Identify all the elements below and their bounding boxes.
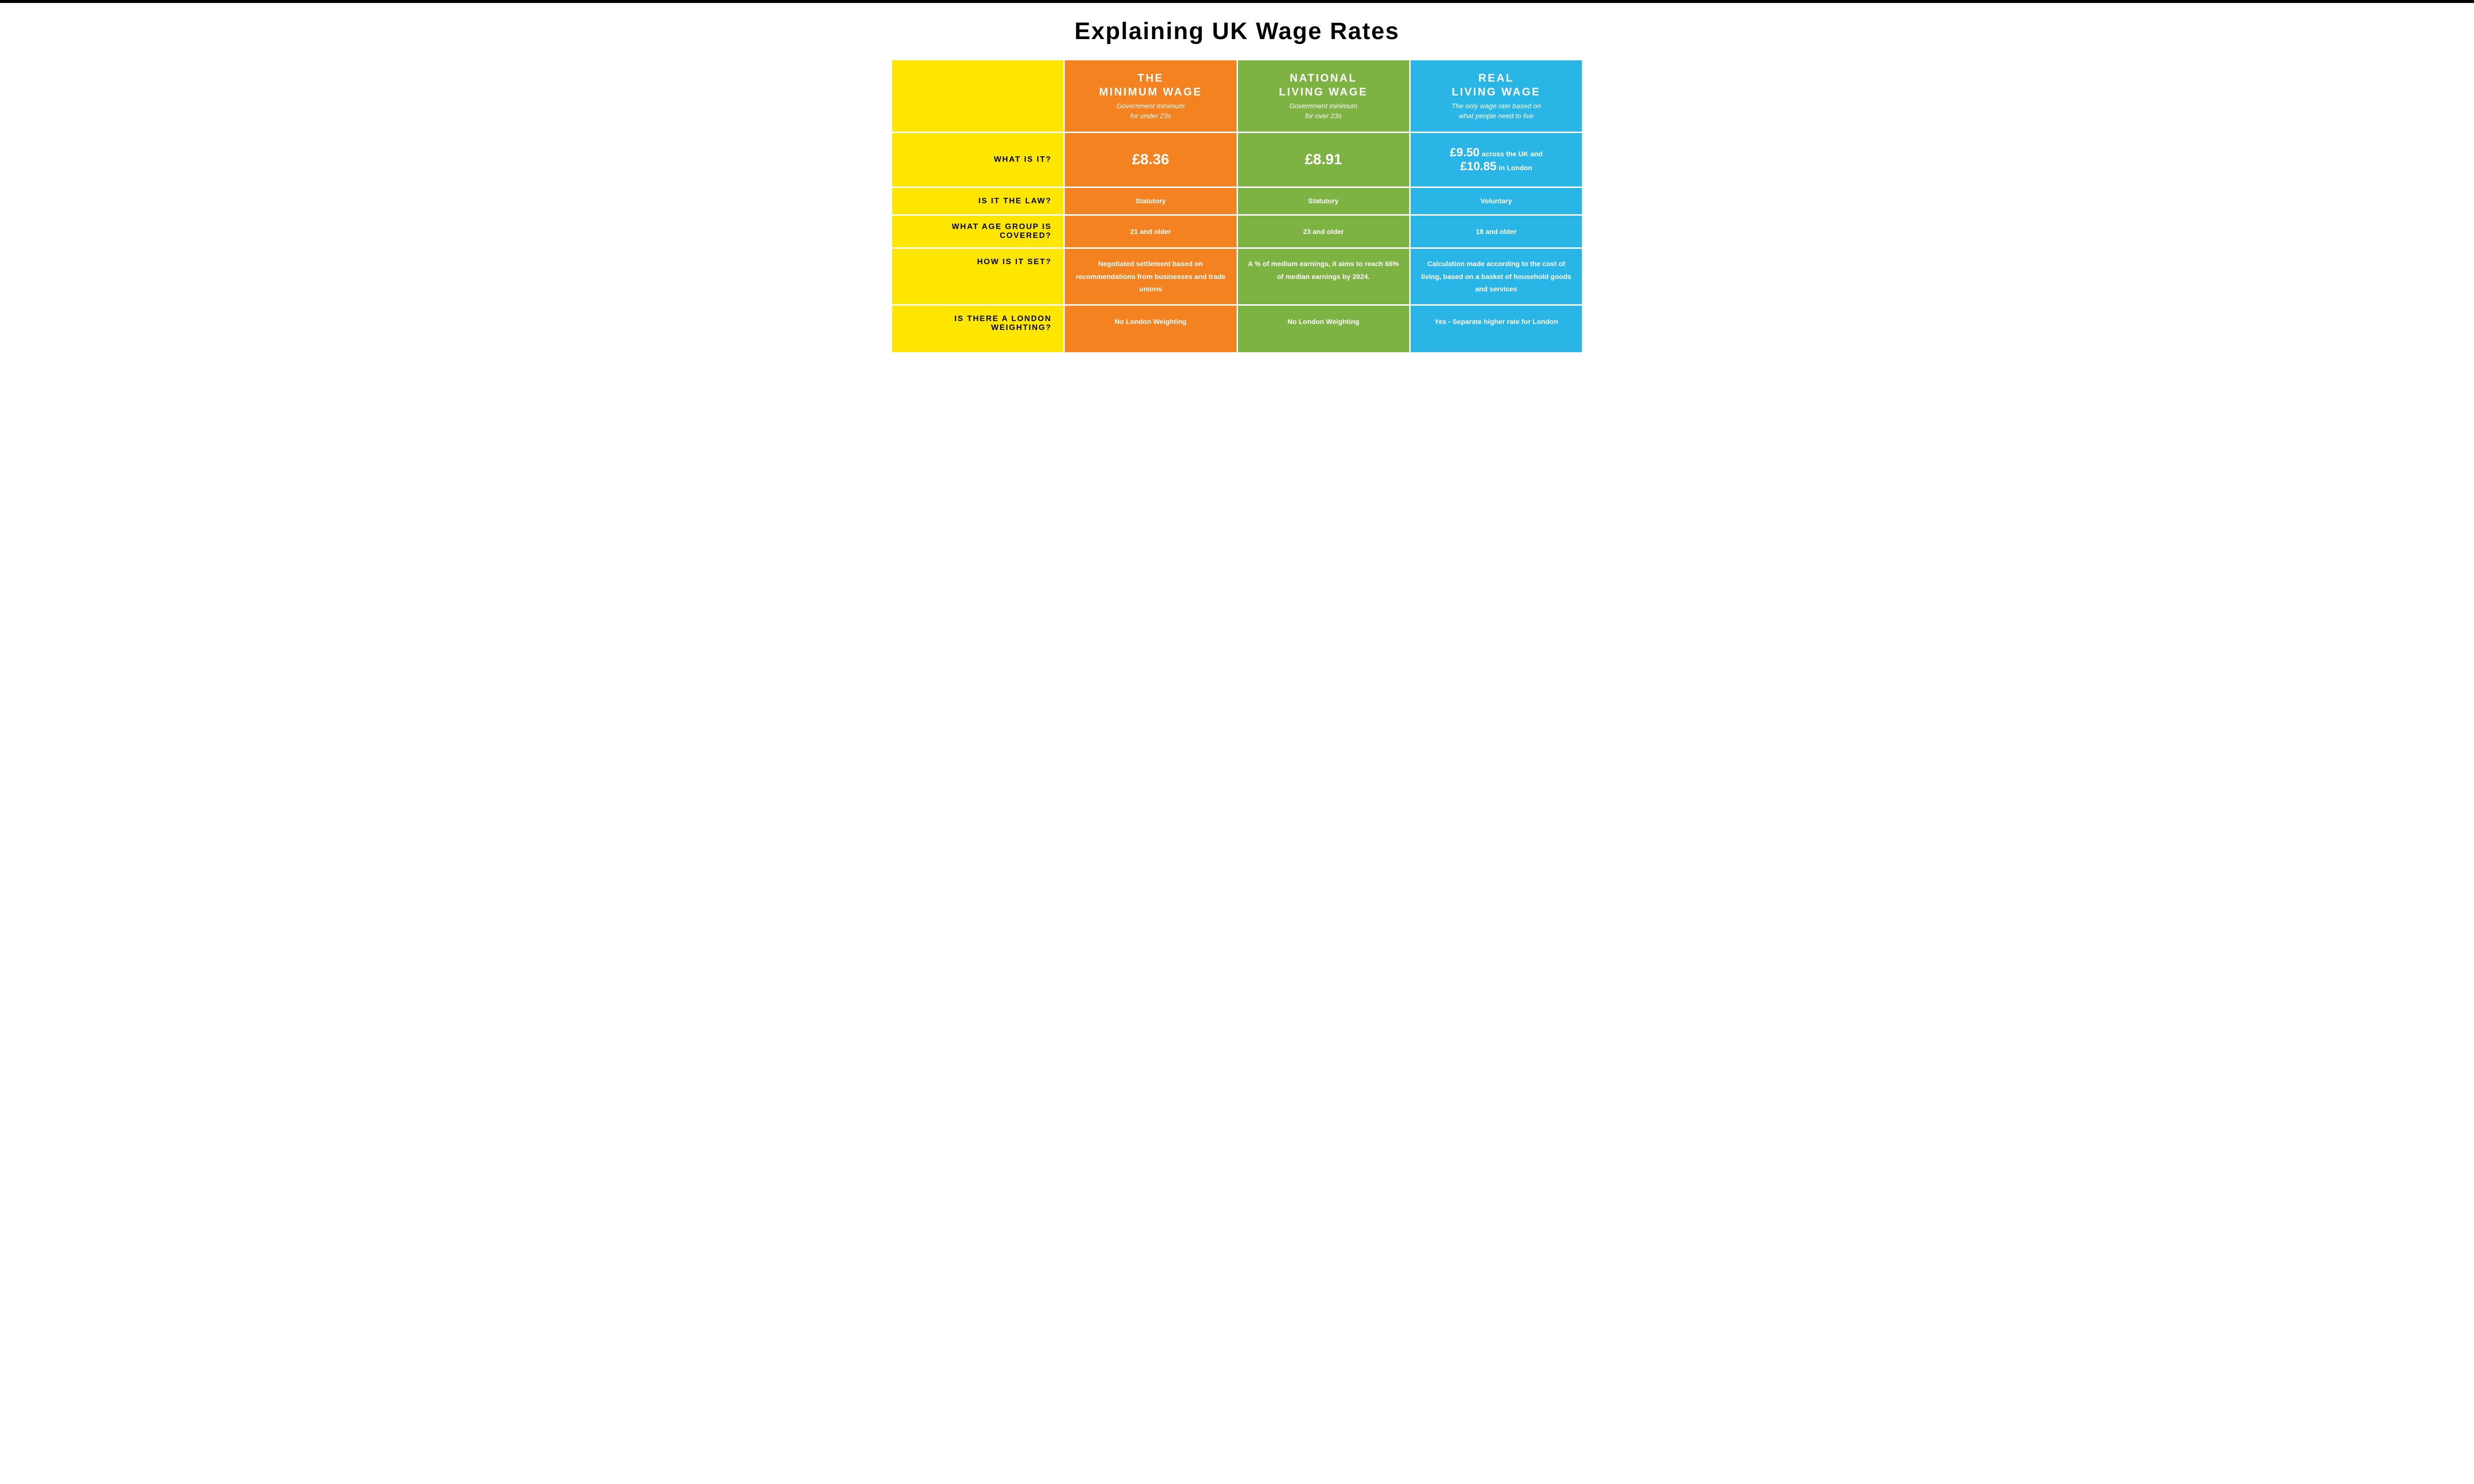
row-label: IS IT THE LAW? — [892, 188, 1063, 214]
table-header-row: THE MINIMUM WAGE Government minimum for … — [892, 60, 1582, 132]
cell-age-national: 23 and older — [1238, 216, 1409, 247]
wage-rates-table: THE MINIMUM WAGE Government minimum for … — [891, 59, 1583, 354]
header-empty-cell — [892, 60, 1063, 132]
col-header-subtitle: The only wage rate based on what people … — [1419, 101, 1574, 121]
cell-how-national: A % of medium earnings, it aims to reach… — [1238, 249, 1409, 304]
col-header-title: THE MINIMUM WAGE — [1073, 71, 1228, 98]
row-label: WHAT IS IT? — [892, 133, 1063, 186]
row-label: WHAT AGE GROUP IS COVERED? — [892, 216, 1063, 247]
cell-rate-minimum: £8.36 — [1065, 133, 1236, 186]
cell-rate-real: £9.50 across the UK and £10.85 in London — [1411, 133, 1582, 186]
col-header-national-living-wage: NATIONAL LIVING WAGE Government minimum … — [1238, 60, 1409, 132]
cell-law-real: Voluntary — [1411, 188, 1582, 214]
col-header-title: REAL LIVING WAGE — [1419, 71, 1574, 98]
row-is-it-the-law: IS IT THE LAW? Statutory Statutory Volun… — [892, 188, 1582, 214]
cell-how-minimum: Negotiated settlement based on recommend… — [1065, 249, 1236, 304]
row-london-weighting: IS THERE A LONDON WEIGHTING? No London W… — [892, 306, 1582, 352]
cell-age-minimum: 21 and older — [1065, 216, 1236, 247]
cell-london-minimum: No London Weighting — [1065, 306, 1236, 352]
col-header-real-living-wage: REAL LIVING WAGE The only wage rate base… — [1411, 60, 1582, 132]
col-header-subtitle: Government minimum for under 23s — [1073, 101, 1228, 121]
row-label: HOW IS IT SET? — [892, 249, 1063, 304]
page-title: Explaining UK Wage Rates — [891, 3, 1583, 59]
row-how-is-it-set: HOW IS IT SET? Negotiated settlement bas… — [892, 249, 1582, 304]
cell-rate-national: £8.91 — [1238, 133, 1409, 186]
row-age-group: WHAT AGE GROUP IS COVERED? 21 and older … — [892, 216, 1582, 247]
cell-how-real: Calculation made according to the cost o… — [1411, 249, 1582, 304]
cell-law-national: Statutory — [1238, 188, 1409, 214]
row-label: IS THERE A LONDON WEIGHTING? — [892, 306, 1063, 352]
col-header-title: NATIONAL LIVING WAGE — [1246, 71, 1401, 98]
col-header-minimum-wage: THE MINIMUM WAGE Government minimum for … — [1065, 60, 1236, 132]
cell-london-real: Yes - Separate higher rate for London — [1411, 306, 1582, 352]
col-header-subtitle: Government minimum for over 23s — [1246, 101, 1401, 121]
cell-age-real: 18 and older — [1411, 216, 1582, 247]
row-what-is-it: WHAT IS IT? £8.36 £8.91 £9.50 across the… — [892, 133, 1582, 186]
cell-law-minimum: Statutory — [1065, 188, 1236, 214]
cell-london-national: No London Weighting — [1238, 306, 1409, 352]
